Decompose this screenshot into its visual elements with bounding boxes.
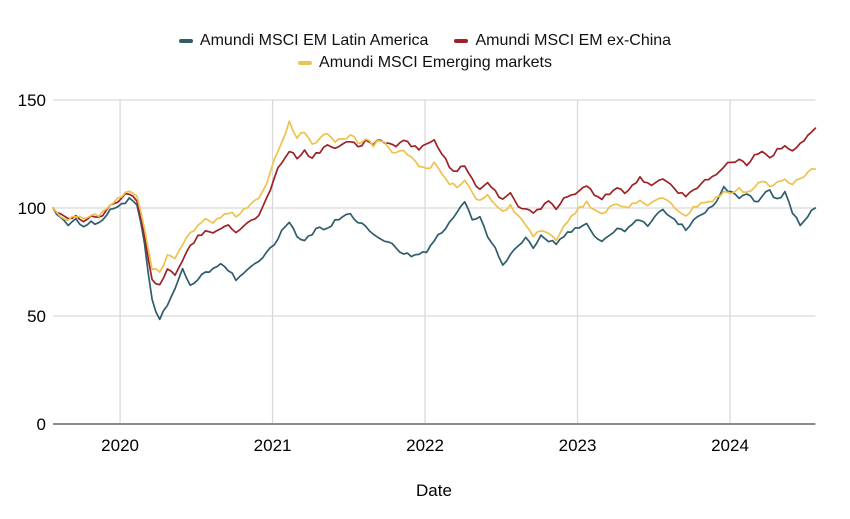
legend-dash-icon xyxy=(298,60,313,65)
legend-label: Amundi MSCI EM Latin America xyxy=(199,32,429,49)
series-line-em-latin-america xyxy=(52,185,817,321)
y-tick-label: 0 xyxy=(37,415,46,434)
x-tick-label: 2020 xyxy=(101,436,139,455)
x-tick-label: 2021 xyxy=(254,436,292,455)
legend-row-2: Amundi MSCI Emerging markets xyxy=(298,53,552,72)
legend-item-emerging-markets[interactable]: Amundi MSCI Emerging markets xyxy=(298,53,552,72)
legend-row-1: Amundi MSCI EM Latin America Amundi MSCI… xyxy=(178,31,671,50)
y-tick-label: 50 xyxy=(27,307,46,326)
series-line-em-ex-china xyxy=(52,127,817,286)
y-tick-label: 150 xyxy=(18,91,46,110)
x-tick-label: 2024 xyxy=(711,436,749,455)
legend-label: Amundi MSCI Emerging markets xyxy=(319,54,552,71)
legend-item-em-ex-china[interactable]: Amundi MSCI EM ex-China xyxy=(454,31,671,50)
series-line-emerging-markets xyxy=(52,120,817,273)
legend-item-em-latin-america[interactable]: Amundi MSCI EM Latin America xyxy=(178,31,429,50)
x-tick-label: 2022 xyxy=(406,436,444,455)
chart-legend: Amundi MSCI EM Latin America Amundi MSCI… xyxy=(0,31,850,72)
legend-dash-icon xyxy=(454,38,469,43)
y-tick-label: 100 xyxy=(18,199,46,218)
x-tick-label: 2023 xyxy=(559,436,597,455)
x-axis-title: Date xyxy=(416,481,452,500)
legend-label: Amundi MSCI EM ex-China xyxy=(475,32,672,49)
legend-dash-icon xyxy=(178,38,193,43)
